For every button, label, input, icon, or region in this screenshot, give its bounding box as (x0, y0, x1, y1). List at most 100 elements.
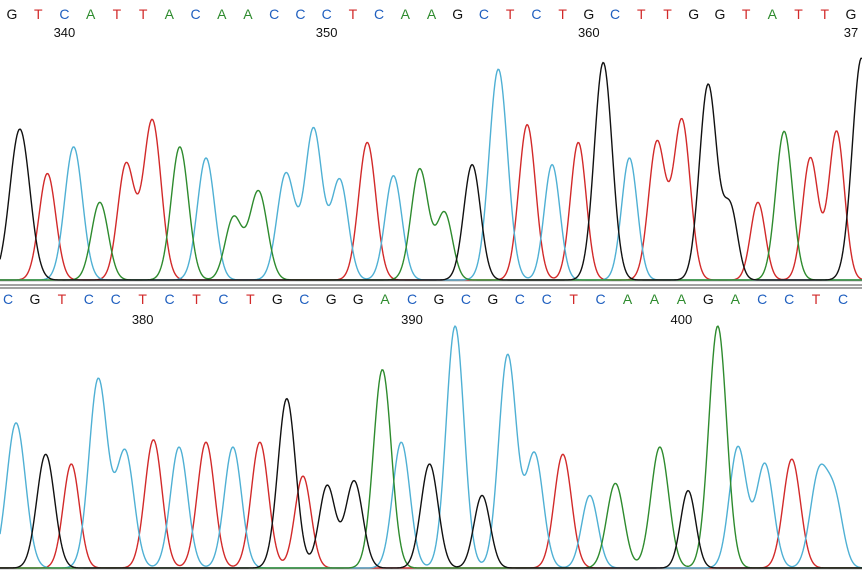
peak-T-9 (809, 157, 811, 159)
base-call-C-20: C (542, 291, 552, 307)
peak-T-7 (681, 119, 683, 121)
base-call-A-3: A (86, 6, 96, 22)
peak-G-0 (19, 128, 21, 130)
base-call-G-13: G (353, 291, 364, 307)
base-call-C-2: C (59, 6, 69, 22)
peak-C-0 (73, 146, 75, 148)
peak-A-4 (419, 168, 421, 170)
base-call-C-31: C (838, 291, 848, 307)
peak-C-3 (178, 446, 180, 448)
peak-G-6 (687, 490, 689, 492)
base-call-T-9: T (246, 291, 255, 307)
base-call-C-15: C (407, 291, 417, 307)
base-call-C-11: C (295, 6, 305, 22)
peak-C-5 (393, 175, 395, 177)
base-call-G-16: G (434, 291, 445, 307)
peak-C-1 (97, 378, 99, 380)
peak-G-3 (707, 84, 709, 86)
base-call-A-8: A (217, 6, 227, 22)
base-call-T-31: T (821, 6, 830, 22)
peak-T-0 (46, 172, 48, 174)
base-call-G-12: G (326, 291, 337, 307)
peak-C-3 (313, 128, 315, 130)
base-call-G-26: G (703, 291, 714, 307)
base-call-T-1: T (34, 6, 43, 22)
base-call-C-22: C (596, 291, 606, 307)
base-call-C-28: C (757, 291, 767, 307)
peak-T-5 (562, 453, 564, 455)
peak-C-1 (205, 157, 207, 159)
base-call-T-30: T (812, 291, 821, 307)
base-call-A-16: A (427, 6, 437, 22)
peak-G-1 (471, 164, 473, 166)
base-call-A-27: A (731, 291, 741, 307)
trace-A (0, 325, 862, 569)
base-call-C-10: C (269, 6, 279, 22)
trace-C (0, 325, 862, 569)
peak-A-5 (444, 212, 446, 214)
base-call-T-21: T (569, 291, 578, 307)
peak-G-2 (602, 61, 604, 63)
peak-C-2 (285, 172, 287, 174)
peak-A-3 (717, 325, 719, 327)
base-call-C-29: C (784, 291, 794, 307)
peak-C-10 (737, 446, 739, 448)
peak-C-6 (497, 68, 499, 70)
peak-T-5 (577, 141, 579, 143)
base-call-T-19: T (506, 6, 515, 22)
trace-T (0, 117, 862, 281)
base-call-C-14: C (374, 6, 384, 22)
peak-C-7 (507, 354, 509, 356)
peak-T-2 (151, 119, 153, 121)
base-call-T-4: T (113, 6, 122, 22)
base-call-T-30: T (794, 6, 803, 22)
peak-G-4 (429, 463, 431, 465)
base-call-G-10: G (272, 291, 283, 307)
peak-C-6 (454, 325, 456, 327)
base-call-C-7: C (190, 6, 200, 22)
base-call-G-22: G (583, 6, 594, 22)
base-call-C-23: C (610, 6, 620, 22)
peak-C-4 (339, 179, 341, 181)
peak-A-3 (258, 190, 260, 192)
peak-T-8 (757, 201, 759, 203)
peak-C-8 (629, 157, 631, 159)
base-call-C-8: C (218, 291, 228, 307)
position-label: 390 (401, 312, 423, 327)
base-call-T-28: T (742, 6, 751, 22)
peak-C-9 (589, 494, 591, 496)
peak-A-6 (783, 130, 785, 132)
peak-G-5 (481, 494, 483, 496)
peak-A-2 (233, 217, 235, 219)
base-call-G-27: G (714, 6, 725, 22)
base-call-T-21: T (558, 6, 567, 22)
base-call-C-6: C (165, 291, 175, 307)
base-call-G-17: G (452, 6, 463, 22)
peak-T-6 (656, 141, 658, 143)
peak-A-2 (659, 446, 661, 448)
peak-A-0 (99, 201, 101, 203)
base-call-G-1: G (29, 291, 40, 307)
peak-T-1 (153, 439, 155, 441)
peak-G-0 (45, 453, 47, 455)
peak-C-7 (551, 164, 553, 166)
peak-G-2 (326, 485, 328, 487)
base-call-T-24: T (637, 6, 646, 22)
peak-C-2 (124, 451, 126, 453)
base-call-A-23: A (623, 291, 633, 307)
peak-G-1 (286, 398, 288, 400)
base-call-C-18: C (479, 6, 489, 22)
trace-C (0, 68, 862, 281)
peak-A-1 (179, 146, 181, 148)
trace-G (0, 397, 862, 569)
position-label: 37 (844, 25, 858, 40)
peak-C-13 (834, 502, 836, 504)
base-call-C-12: C (322, 6, 332, 22)
position-label: 350 (316, 25, 338, 40)
peak-T-0 (70, 463, 72, 465)
position-label: 360 (578, 25, 600, 40)
peak-A-0 (381, 369, 383, 371)
